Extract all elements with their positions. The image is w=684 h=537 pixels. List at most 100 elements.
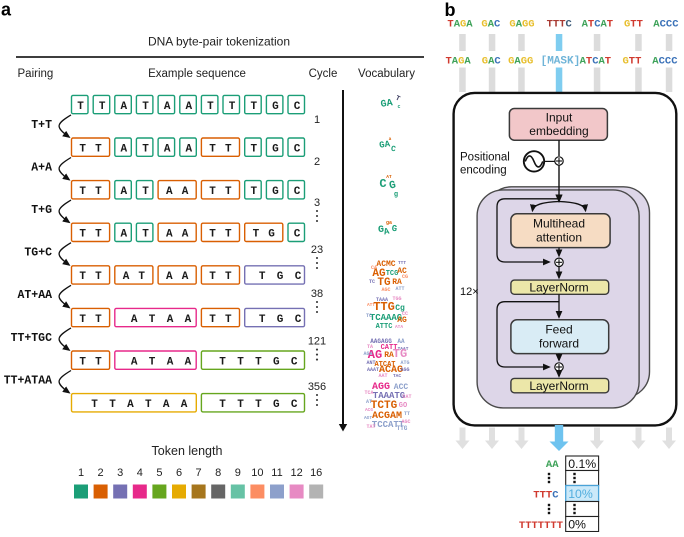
svg-text:T: T <box>149 314 156 326</box>
svg-text:G: G <box>527 56 533 68</box>
svg-text:AAGAGG: AAGAGG <box>370 338 392 345</box>
svg-text:T: T <box>637 19 643 31</box>
svg-text:a: a <box>389 137 392 142</box>
svg-text:T: T <box>446 56 452 68</box>
svg-text:A: A <box>652 56 659 68</box>
svg-text:C: C <box>671 56 678 68</box>
svg-text:T: T <box>79 271 86 283</box>
svg-text:T+G: T+G <box>31 204 52 217</box>
svg-text:T: T <box>394 95 401 104</box>
svg-text:T: T <box>142 143 149 155</box>
svg-text:CATT: CATT <box>381 344 398 352</box>
svg-text:G: G <box>528 19 534 31</box>
svg-text:T: T <box>532 520 538 532</box>
svg-text:Vocabulary: Vocabulary <box>358 68 415 80</box>
svg-text:A: A <box>164 101 171 113</box>
svg-text:A: A <box>164 143 171 155</box>
svg-text:121: 121 <box>308 336 326 348</box>
svg-text:T: T <box>95 186 102 198</box>
svg-text:T: T <box>209 186 216 198</box>
svg-text:38: 38 <box>311 288 323 300</box>
svg-text:G: G <box>272 101 279 113</box>
svg-text:GA: GA <box>379 139 392 150</box>
svg-text:7: 7 <box>196 467 202 479</box>
svg-text:T: T <box>547 19 553 31</box>
svg-text:G: G <box>460 19 466 31</box>
svg-text:T: T <box>250 143 257 155</box>
svg-text:T: T <box>544 520 550 532</box>
svg-text:Positional: Positional <box>460 152 510 164</box>
svg-text:T: T <box>586 56 592 68</box>
svg-text:16: 16 <box>310 467 322 479</box>
svg-text:A: A <box>516 19 523 31</box>
svg-text:T: T <box>630 19 636 31</box>
svg-text:TGG: TGG <box>392 296 401 302</box>
svg-text:TC: TC <box>366 313 372 319</box>
svg-text:CAT: CAT <box>402 394 411 400</box>
svg-text:T: T <box>109 399 116 411</box>
svg-text:A: A <box>464 56 471 68</box>
svg-text:C: C <box>552 490 559 502</box>
svg-text:11: 11 <box>271 467 282 479</box>
svg-text:G: G <box>277 314 284 326</box>
svg-text:A: A <box>127 399 134 411</box>
svg-text:A: A <box>120 186 127 198</box>
svg-text:T: T <box>605 56 611 68</box>
svg-text:forward: forward <box>539 337 579 351</box>
svg-text:C: C <box>672 19 679 31</box>
svg-text:2: 2 <box>98 467 104 479</box>
svg-text:AGG: AGG <box>372 382 390 393</box>
svg-text:C: C <box>291 399 298 411</box>
svg-text:T: T <box>519 520 525 532</box>
svg-text:AT: AT <box>366 399 372 405</box>
svg-text:C: C <box>494 19 501 31</box>
svg-text:AGT: AGT <box>364 415 372 421</box>
svg-text:T: T <box>149 356 156 368</box>
svg-text:ga: ga <box>386 220 392 226</box>
svg-text:ATT: ATT <box>367 302 375 308</box>
svg-text:A: A <box>120 229 127 241</box>
svg-text:Cycle: Cycle <box>309 68 338 80</box>
svg-text:encoding: encoding <box>460 165 507 177</box>
svg-text:8: 8 <box>215 467 221 479</box>
svg-text:Pairing: Pairing <box>18 68 54 80</box>
svg-text:TAT: TAT <box>366 424 375 430</box>
svg-text:TT+TGC: TT+TGC <box>11 332 53 345</box>
svg-text:[MASK]: [MASK] <box>541 56 581 68</box>
svg-text:T: T <box>79 229 86 241</box>
svg-text:TAAT: TAAT <box>398 346 409 352</box>
svg-text:RA: RA <box>392 278 402 287</box>
svg-text:C: C <box>390 145 396 155</box>
svg-text:TC: TC <box>369 279 375 285</box>
svg-text:T: T <box>588 19 594 31</box>
svg-text:G: G <box>388 179 397 192</box>
svg-text:LayerNorm: LayerNorm <box>529 281 588 295</box>
svg-text:A: A <box>185 101 192 113</box>
svg-text:0%: 0% <box>568 518 586 532</box>
svg-text:C: C <box>295 314 302 326</box>
svg-text:C: C <box>294 101 301 113</box>
svg-text:RA: RA <box>384 351 394 360</box>
svg-text:T: T <box>79 356 86 368</box>
svg-text:T: T <box>99 101 106 113</box>
svg-text:T: T <box>553 19 559 31</box>
svg-text:A: A <box>185 143 192 155</box>
svg-text:T: T <box>259 271 266 283</box>
svg-text:A: A <box>131 314 138 326</box>
svg-text:C: C <box>660 19 667 31</box>
svg-text:T: T <box>219 399 226 411</box>
svg-text:6: 6 <box>176 467 182 479</box>
svg-text:A: A <box>181 399 188 411</box>
svg-text:G: G <box>391 224 398 235</box>
svg-text:T: T <box>209 314 216 326</box>
svg-text:Example sequence: Example sequence <box>148 68 246 80</box>
svg-text:AAAT: AAAT <box>367 367 379 373</box>
svg-text:A: A <box>466 19 473 31</box>
svg-text:T: T <box>538 520 544 532</box>
svg-text:attention: attention <box>536 231 582 245</box>
svg-text:G: G <box>268 229 275 241</box>
svg-text:T: T <box>225 186 232 198</box>
svg-text:G: G <box>522 19 528 31</box>
svg-text:G: G <box>273 399 280 411</box>
svg-text:T: T <box>209 271 216 283</box>
